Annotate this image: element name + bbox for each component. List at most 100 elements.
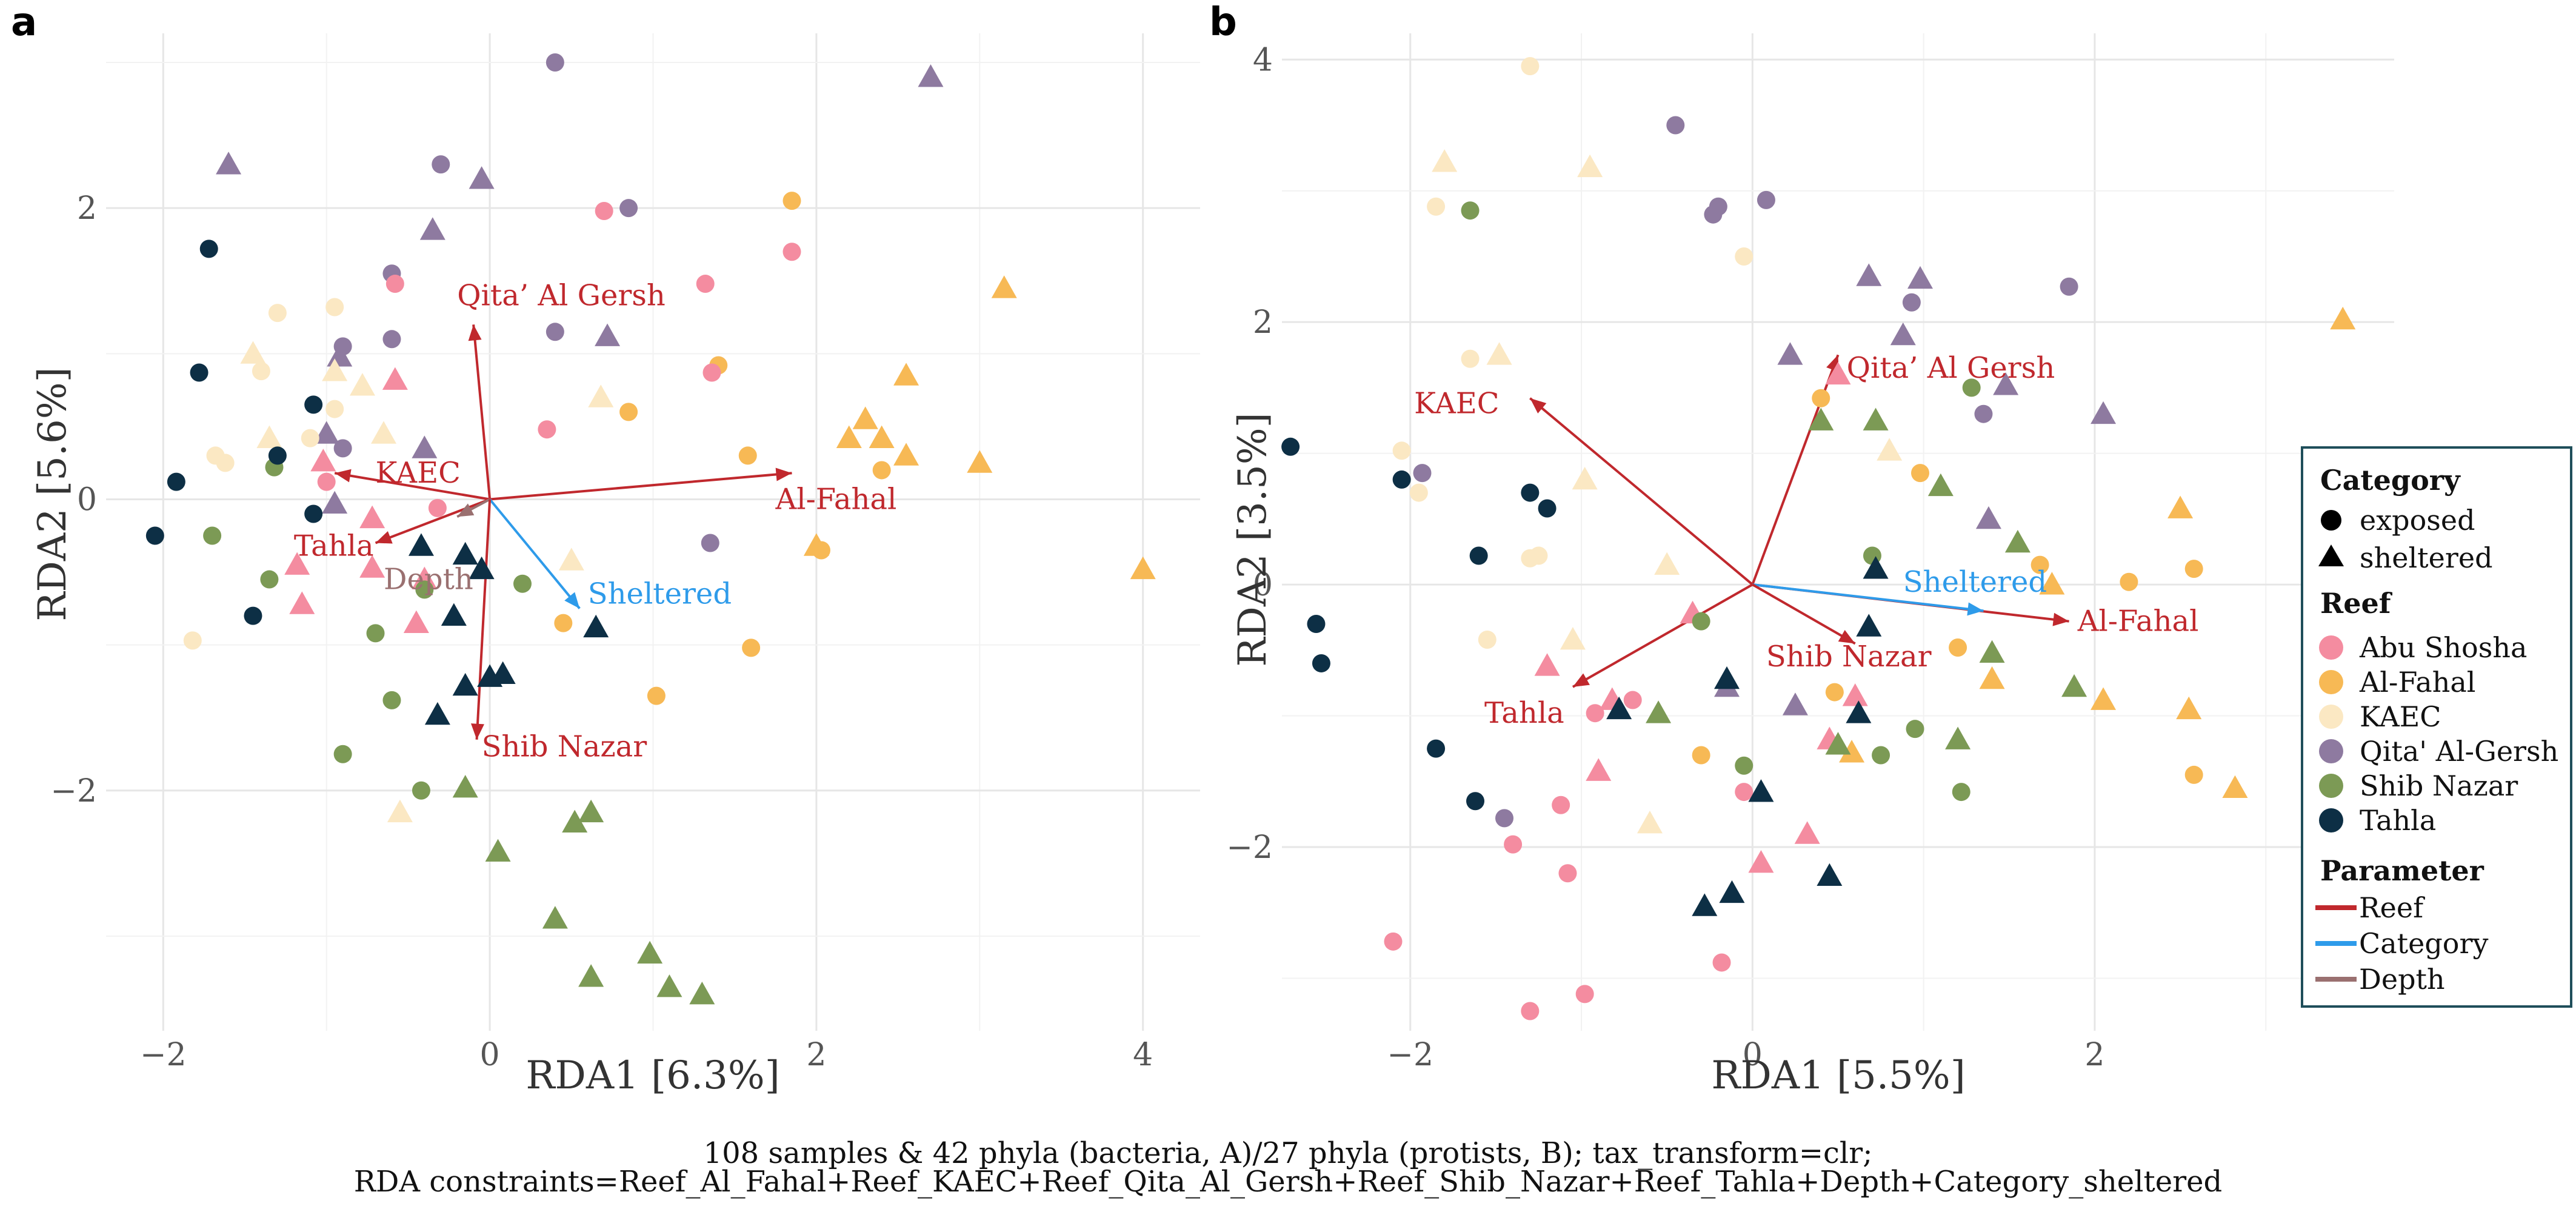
point-sheltered: [578, 964, 604, 987]
point-sheltered: [893, 443, 919, 466]
point-exposed: [199, 240, 218, 258]
point-sheltered: [558, 548, 584, 571]
legend-reef-abu-shosha: Abu Shosha: [2319, 631, 2527, 664]
panel-a-tag: a: [11, 0, 37, 45]
point-sheltered: [836, 425, 862, 448]
legend-reef-qita-al-gersh: Qita' Al-Gersh: [2319, 735, 2558, 768]
legend-reef-title: Reef: [2320, 587, 2393, 620]
legend-reef-label: Qita' Al-Gersh: [2360, 735, 2558, 768]
point-sheltered: [1654, 552, 1680, 575]
x-tick-label: 2: [2084, 1037, 2104, 1073]
point-exposed: [1461, 349, 1480, 368]
legend-category-title: Category: [2320, 464, 2461, 497]
panel-a-vector-labels: Qita’ Al Gersh Al-Fahal KAEC Tahla Depth Shel…: [294, 278, 897, 763]
point-exposed: [301, 429, 319, 447]
legend-reef-swatch: [2319, 670, 2343, 694]
y-tick-label: 4: [1253, 42, 1273, 78]
point-sheltered: [452, 541, 478, 565]
point-sheltered: [387, 799, 413, 823]
point-sheltered: [1890, 322, 1916, 346]
point-exposed: [647, 686, 666, 705]
vector-arrow-reef: [472, 324, 492, 500]
point-sheltered: [1486, 342, 1512, 365]
legend-reef-swatch: [2319, 774, 2343, 798]
point-exposed: [1735, 247, 1753, 266]
point-sheltered: [542, 906, 568, 929]
point-sheltered: [1863, 556, 1889, 579]
legend-reef-label: Abu Shosha: [2359, 631, 2527, 664]
vector-label: KAEC: [1414, 386, 1499, 420]
legend-sheltered-triangle: [2318, 544, 2344, 566]
vector-arrow-category: [1752, 583, 1984, 612]
vector-label: KAEC: [376, 456, 461, 490]
legend-reef-shib-nazar: Shib Nazar: [2319, 769, 2518, 802]
point-exposed: [1312, 654, 1330, 672]
point-exposed: [1906, 720, 1924, 739]
legend-reef-swatch: [2319, 739, 2343, 763]
point-exposed: [702, 363, 721, 382]
vector-label: Shib Nazar: [1766, 640, 1932, 674]
point-exposed: [1952, 783, 1970, 802]
point-sheltered: [1856, 614, 1882, 637]
point-sheltered: [869, 425, 895, 448]
point-exposed: [1974, 404, 1993, 423]
vector-label: Tahla: [294, 529, 374, 563]
point-exposed: [1427, 197, 1446, 216]
point-exposed: [2030, 555, 2049, 574]
point-sheltered: [595, 323, 621, 346]
panel-b-grid: [1282, 33, 2394, 1031]
x-tick-label: 2: [806, 1037, 826, 1073]
panel-a-vectors: [334, 324, 792, 740]
legend-reef-swatch: [2319, 635, 2343, 660]
point-exposed: [595, 201, 613, 220]
point-sheltered: [322, 491, 348, 514]
vector-label: Shib Nazar: [482, 730, 647, 764]
panel-a-points: [145, 53, 1156, 1005]
point-sheltered: [419, 217, 445, 240]
panel-b-plot: b −2 0 2 −2 0 2 4 Qita’ Al Gersh KAEC Al-Fahal Sh…: [1209, 0, 2394, 1098]
point-exposed: [554, 614, 573, 632]
point-sheltered: [485, 839, 511, 862]
legend-reef-swatch: [2319, 705, 2343, 729]
legend-reef-swatch: [2319, 808, 2343, 832]
point-exposed: [1552, 796, 1570, 814]
point-exposed: [546, 53, 564, 72]
point-exposed: [260, 570, 279, 589]
point-sheltered: [689, 981, 715, 1005]
point-sheltered: [1863, 407, 1889, 430]
point-exposed: [1495, 809, 1513, 828]
vector-arrowhead: [2052, 612, 2069, 626]
point-exposed: [1911, 464, 1930, 483]
point-exposed: [2120, 572, 2138, 591]
point-sheltered: [1782, 692, 1808, 715]
point-sheltered: [1877, 438, 1903, 461]
point-sheltered: [1577, 154, 1603, 178]
point-sheltered: [469, 556, 495, 580]
point-sheltered: [918, 64, 944, 87]
point-sheltered: [1842, 683, 1868, 706]
point-sheltered: [852, 406, 878, 429]
point-exposed: [325, 298, 344, 317]
vector-label: Tahla: [1484, 696, 1564, 730]
x-tick-label: 0: [1743, 1037, 1763, 1073]
point-exposed: [268, 446, 287, 465]
point-sheltered: [1846, 700, 1872, 723]
point-exposed: [782, 192, 801, 210]
point-sheltered: [1839, 740, 1865, 763]
point-sheltered: [1534, 653, 1560, 676]
point-sheltered: [1856, 263, 1882, 286]
point-sheltered: [1586, 758, 1612, 781]
point-sheltered: [2330, 306, 2356, 330]
point-exposed: [333, 745, 352, 763]
point-sheltered: [583, 614, 609, 638]
point-sheltered: [2039, 572, 2065, 595]
vector-label: Depth: [384, 563, 473, 597]
vector-arrowhead: [457, 503, 475, 517]
vector-arrowhead: [564, 592, 580, 609]
point-sheltered: [1714, 666, 1740, 689]
legend-parameter-label: Category: [2359, 927, 2488, 960]
legend-category-exposed: exposed: [2321, 504, 2475, 537]
point-sheltered: [370, 421, 396, 444]
point-exposed: [1521, 1002, 1540, 1020]
legend-reef-al-fahal: Al-Fahal: [2319, 666, 2475, 698]
